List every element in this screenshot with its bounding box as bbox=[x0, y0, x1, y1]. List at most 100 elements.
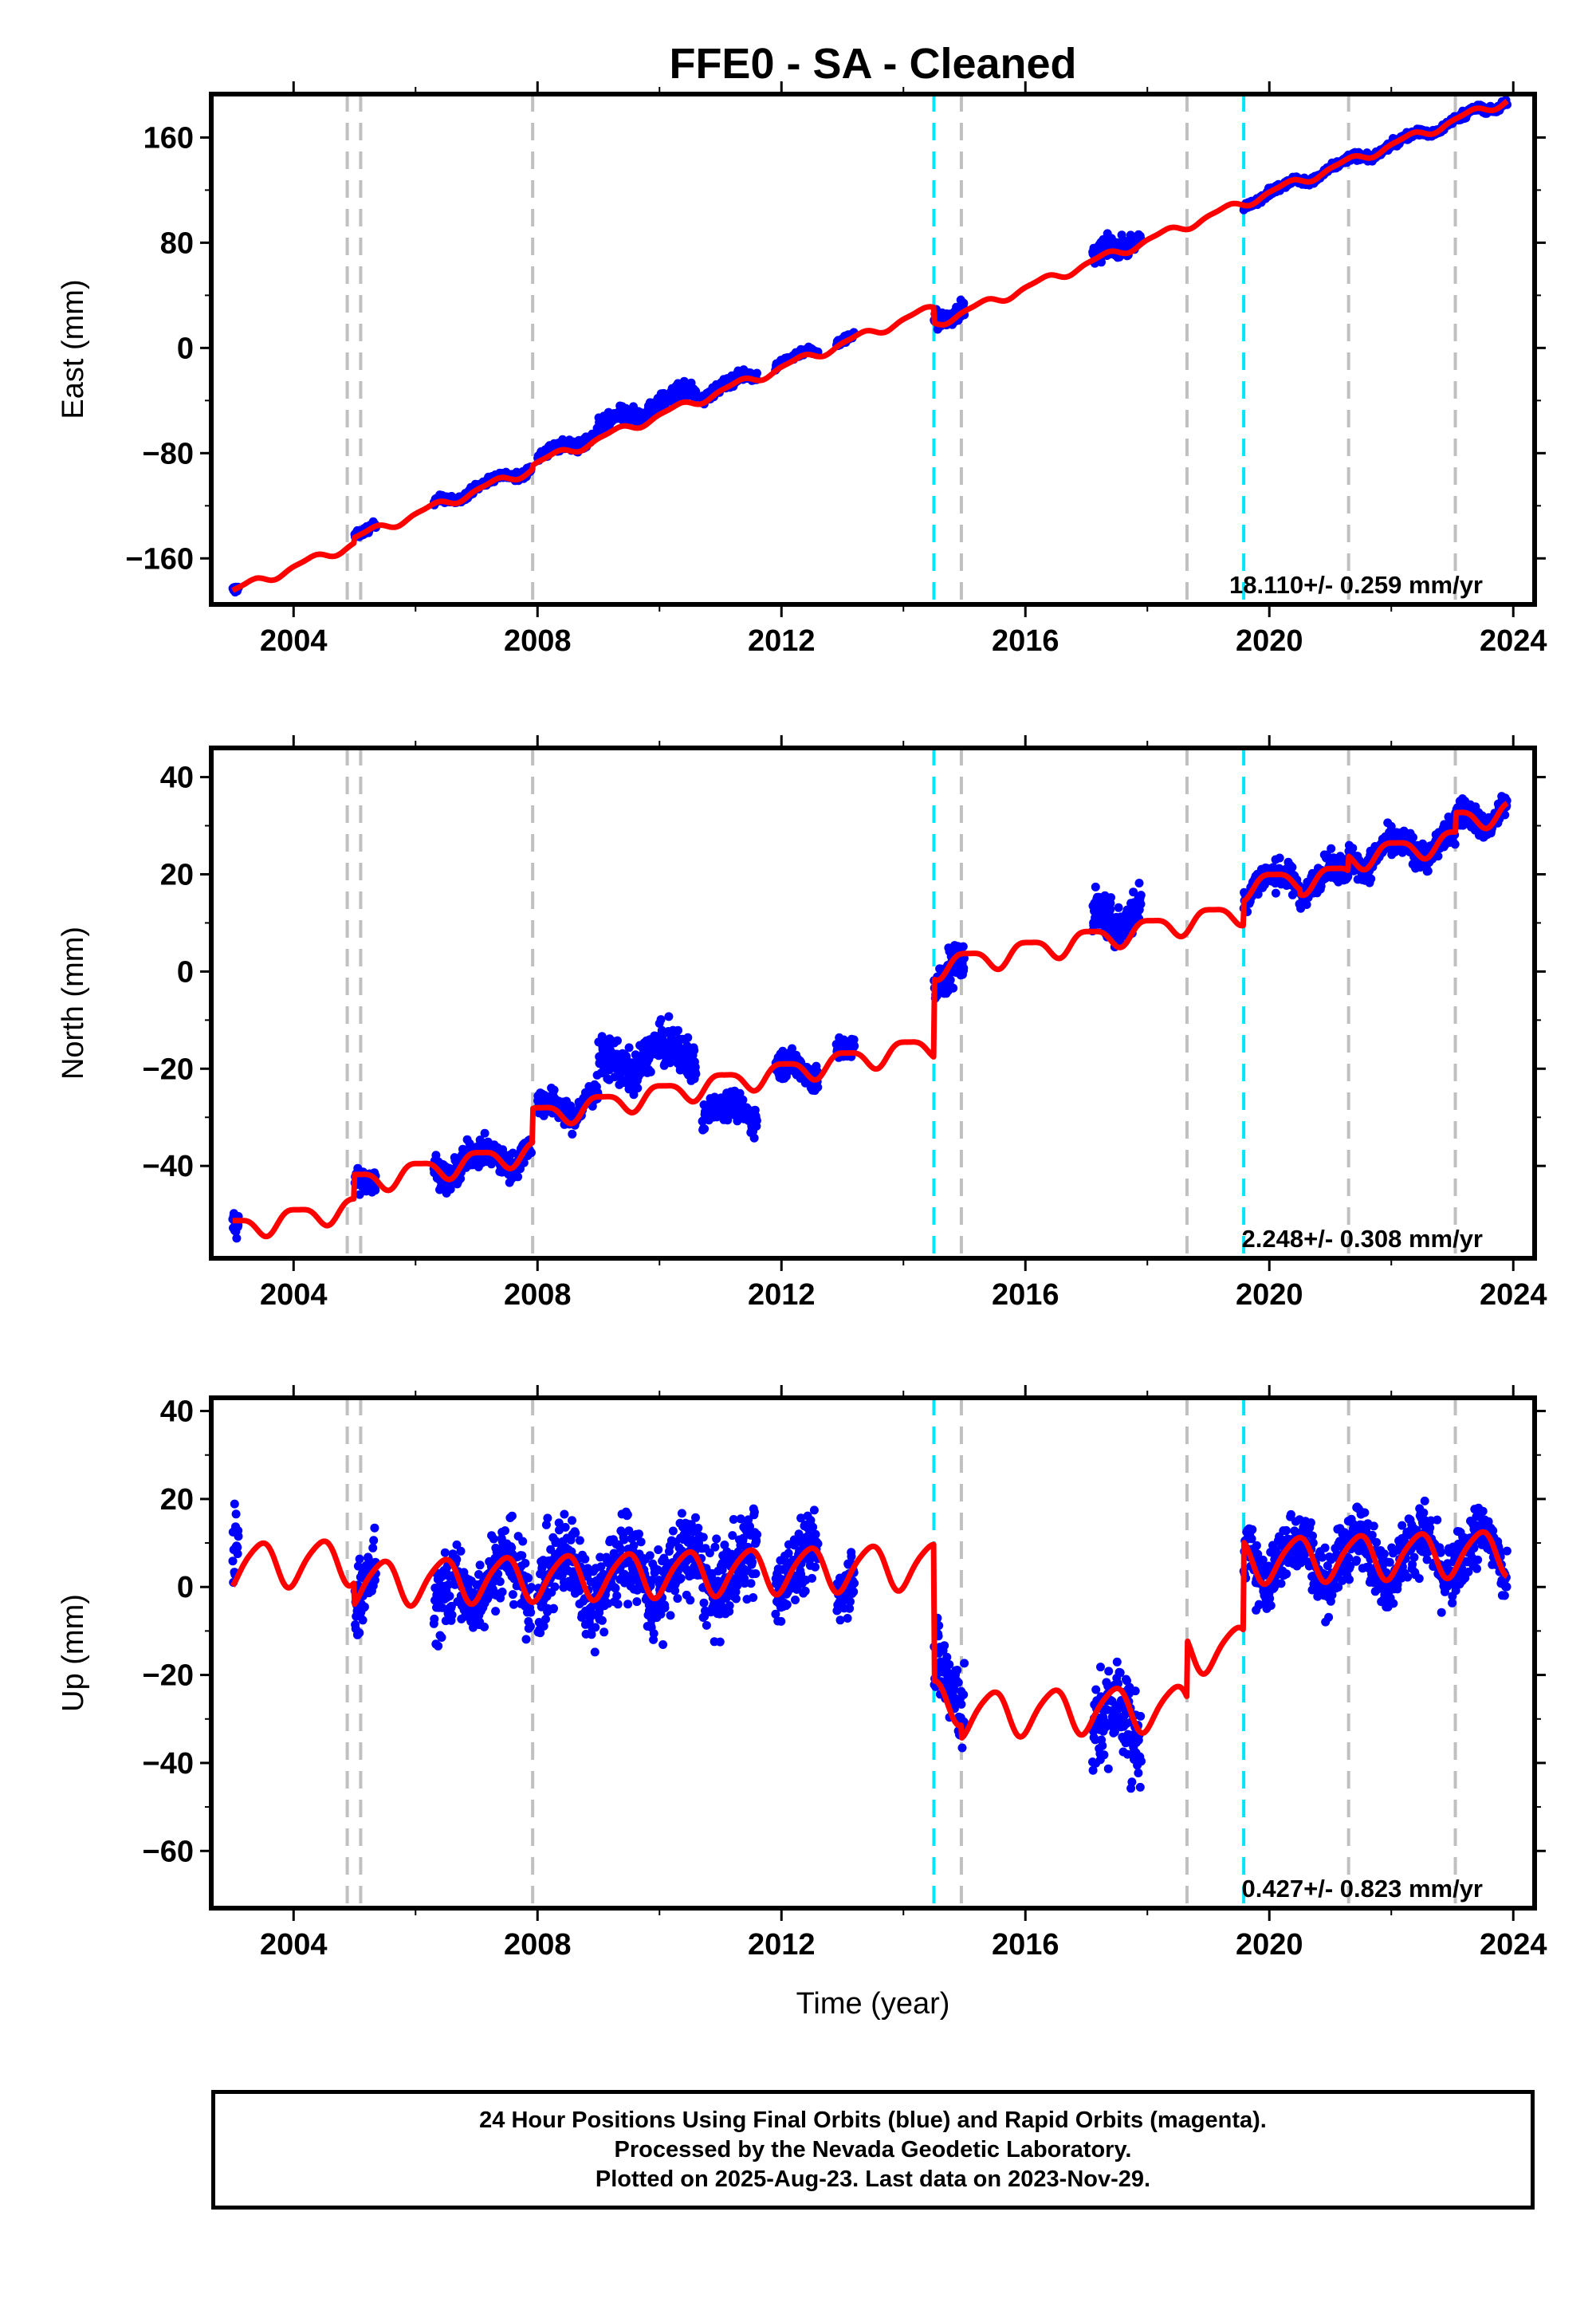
plot-area-up bbox=[228, 1398, 1511, 1908]
data-point bbox=[370, 1523, 379, 1533]
data-point bbox=[1114, 903, 1123, 912]
data-point bbox=[959, 298, 969, 308]
data-point bbox=[597, 1615, 607, 1625]
data-point bbox=[731, 1594, 741, 1604]
data-point bbox=[613, 1036, 622, 1045]
data-point bbox=[518, 1537, 528, 1546]
data-point bbox=[691, 1513, 700, 1522]
data-point bbox=[635, 1529, 643, 1539]
data-point bbox=[560, 1522, 570, 1532]
y-tick-label: 40 bbox=[160, 761, 194, 795]
data-point bbox=[549, 1604, 558, 1613]
data-point bbox=[752, 1116, 761, 1125]
data-point bbox=[710, 1542, 720, 1552]
data-point bbox=[475, 1560, 485, 1570]
data-point bbox=[599, 1627, 609, 1637]
data-point bbox=[751, 1569, 761, 1578]
data-point bbox=[568, 1129, 577, 1139]
data-point bbox=[654, 1545, 663, 1554]
data-point bbox=[636, 1537, 646, 1547]
data-point bbox=[447, 1610, 457, 1619]
data-point bbox=[690, 1045, 699, 1055]
data-point bbox=[645, 1551, 655, 1560]
data-point bbox=[613, 1600, 623, 1609]
data-point bbox=[591, 1623, 600, 1632]
data-point bbox=[850, 1041, 859, 1051]
data-point bbox=[480, 1622, 489, 1631]
data-point bbox=[550, 1582, 560, 1592]
data-point bbox=[1450, 840, 1460, 849]
data-point bbox=[437, 1633, 446, 1642]
data-point bbox=[1107, 893, 1115, 903]
y-tick-label: 160 bbox=[143, 121, 194, 155]
x-tick-label: 2020 bbox=[1236, 1278, 1303, 1312]
data-point bbox=[568, 1516, 576, 1525]
data-points-east bbox=[228, 96, 1511, 597]
data-point bbox=[753, 1530, 762, 1539]
data-point bbox=[541, 1615, 550, 1624]
data-point bbox=[664, 1012, 674, 1021]
data-point bbox=[632, 1597, 642, 1607]
data-point bbox=[660, 1603, 670, 1612]
plot-area-east bbox=[228, 94, 1511, 604]
data-point bbox=[230, 1499, 239, 1509]
x-tick-label: 2016 bbox=[992, 1278, 1059, 1312]
data-point bbox=[813, 1083, 823, 1092]
data-point bbox=[686, 1596, 695, 1605]
data-point bbox=[959, 963, 969, 973]
data-point bbox=[623, 1600, 633, 1609]
y-tick-label: 80 bbox=[160, 226, 194, 260]
data-point bbox=[521, 1635, 531, 1644]
data-point bbox=[231, 1509, 241, 1519]
data-point bbox=[232, 1234, 242, 1243]
data-point bbox=[1423, 866, 1433, 876]
data-point bbox=[656, 1015, 666, 1025]
data-point bbox=[440, 1548, 450, 1557]
data-point bbox=[360, 1602, 369, 1612]
y-tick-label: −80 bbox=[143, 437, 194, 470]
data-point bbox=[1287, 863, 1297, 872]
data-point bbox=[445, 1592, 454, 1601]
data-points-north bbox=[228, 792, 1511, 1243]
data-point bbox=[1366, 874, 1376, 883]
x-tick-label: 2012 bbox=[748, 624, 816, 658]
data-point bbox=[1136, 899, 1146, 909]
y-tick-label: −40 bbox=[143, 1150, 194, 1183]
rate-annotation: 18.110+/- 0.259 mm/yr bbox=[1229, 571, 1483, 599]
data-point bbox=[560, 1509, 569, 1519]
data-point bbox=[358, 1615, 368, 1625]
data-point bbox=[673, 1594, 682, 1604]
data-point bbox=[521, 1559, 530, 1568]
data-point bbox=[1136, 891, 1146, 900]
data-point bbox=[1409, 832, 1417, 842]
data-point bbox=[612, 1591, 622, 1600]
data-point bbox=[508, 1590, 517, 1600]
data-point bbox=[368, 1543, 378, 1553]
data-point bbox=[1271, 888, 1280, 898]
x-tick-label: 2008 bbox=[504, 624, 572, 658]
data-point bbox=[526, 1608, 536, 1617]
data-point bbox=[691, 1069, 701, 1079]
x-tick-label: 2004 bbox=[260, 624, 328, 658]
plot-frame bbox=[209, 746, 1537, 1261]
y-tick-label: 0 bbox=[177, 955, 194, 989]
data-point bbox=[633, 1084, 643, 1093]
data-point bbox=[495, 1577, 505, 1586]
data-point bbox=[712, 1534, 721, 1544]
data-point bbox=[524, 1573, 533, 1583]
data-point bbox=[369, 1536, 379, 1545]
data-point bbox=[749, 1133, 759, 1143]
data-point bbox=[699, 1598, 709, 1608]
data-point bbox=[715, 1637, 725, 1647]
data-point bbox=[748, 1557, 757, 1567]
data-point bbox=[945, 975, 955, 985]
x-tick-label: 2004 bbox=[260, 1278, 328, 1312]
data-point bbox=[619, 1535, 629, 1545]
data-point bbox=[749, 1507, 759, 1517]
data-point bbox=[958, 942, 968, 951]
data-point bbox=[1275, 853, 1284, 863]
